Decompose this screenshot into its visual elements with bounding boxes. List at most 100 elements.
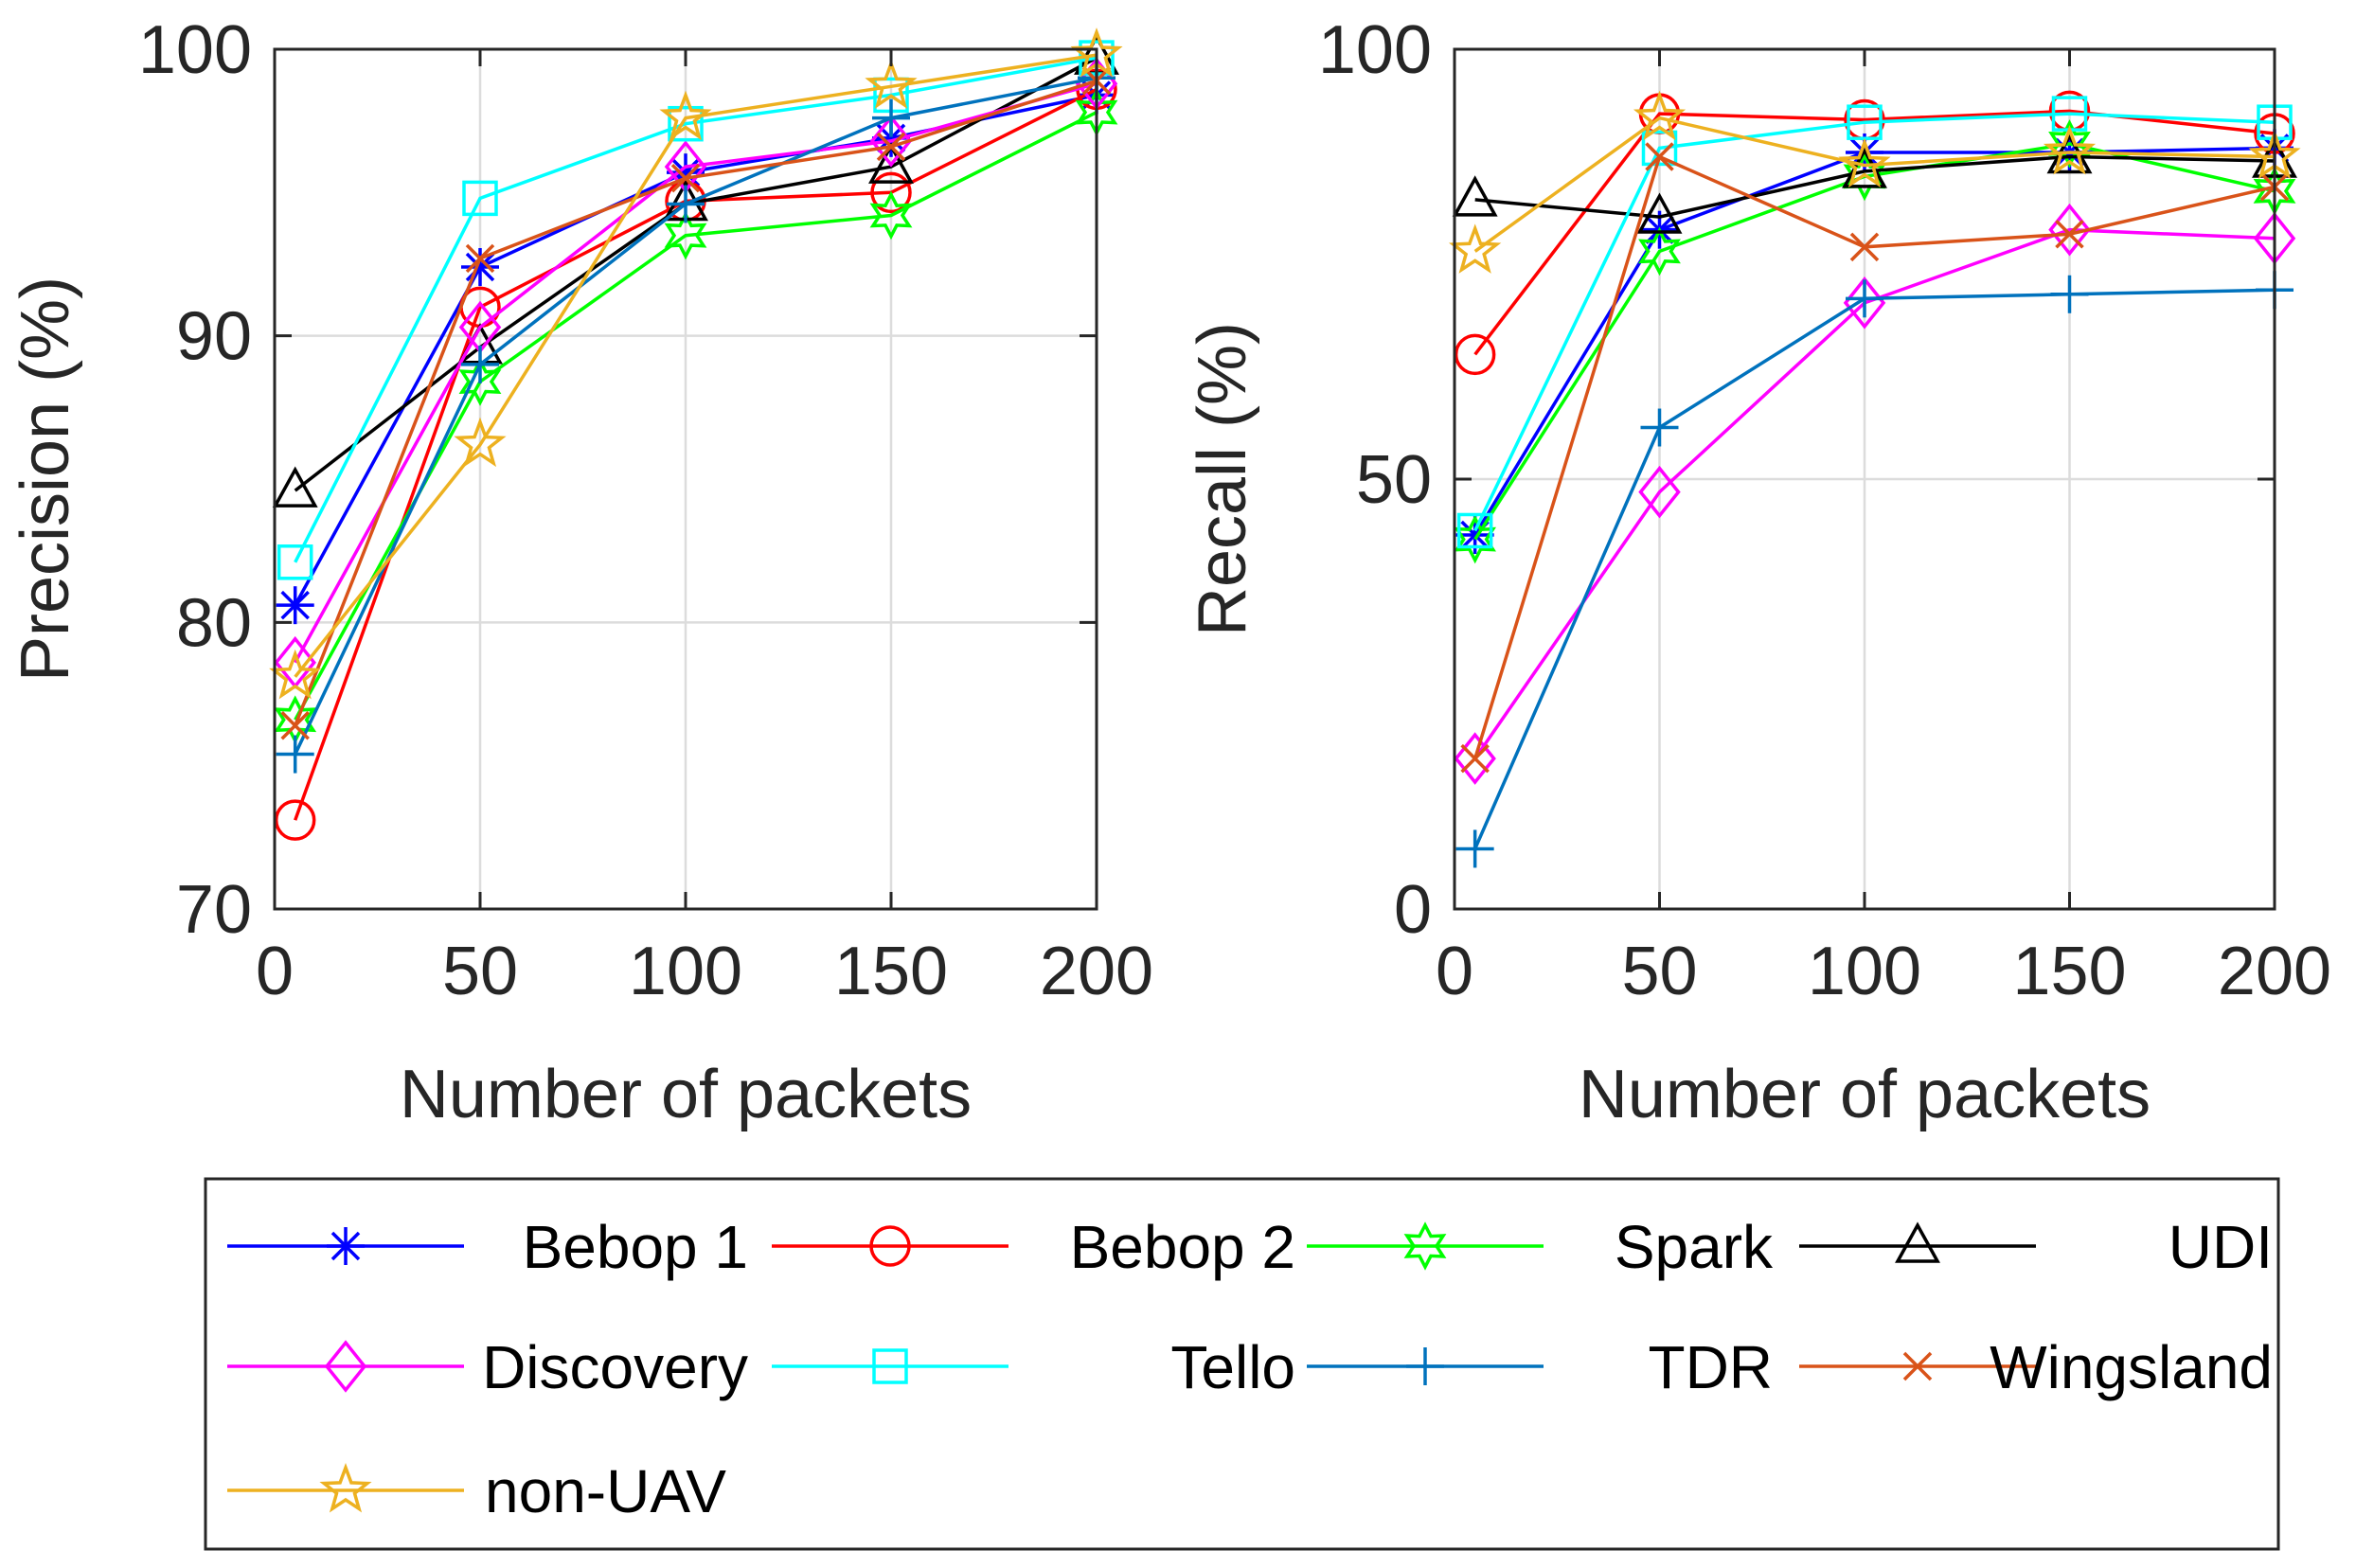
recall-point-udi [1636, 192, 1683, 234]
legend-label: Discovery [482, 1333, 748, 1401]
precision-point-non-uav [659, 90, 712, 141]
precision-point-tello [668, 105, 704, 142]
x-tick-label: 0 [256, 934, 294, 1009]
recall-point-tello [1456, 512, 1493, 549]
legend-marker-wingsland [1902, 1351, 1933, 1381]
precision-point-tdr [667, 185, 705, 223]
legend-label: Spark [1615, 1213, 1774, 1281]
precision-x-axis-label: Number of packets [400, 1057, 972, 1132]
precision-point-udi [272, 466, 318, 508]
recall-chart: 0 50 100 150 200 0 50 100 Number of packets Recal… [1185, 12, 2331, 1132]
recall-point-non-uav [2043, 124, 2097, 175]
recall-line-tello [1473, 112, 2276, 532]
recall-point-tdr [1455, 829, 1494, 868]
precision-point-non-uav [865, 59, 918, 109]
x-tick-label: 50 [1621, 934, 1697, 1009]
precision-point-tdr [872, 98, 910, 137]
precision-point-wingsland [876, 132, 906, 162]
precision-point-spark [664, 210, 707, 260]
legend-label: Bebop 2 [1070, 1213, 1295, 1281]
precision-point-tdr [276, 735, 314, 774]
recall-grid [1455, 49, 2275, 909]
recall-point-wingsland [1849, 232, 1880, 262]
recall-axes: 0 50 100 150 200 0 50 100 Number of packets Recal… [1185, 12, 2331, 1132]
precision-chart: 0 50 100 150 200 70 80 90 100 Number of packets Pr… [8, 12, 1153, 1132]
x-tick-label: 150 [834, 934, 948, 1009]
x-tick-label: 50 [442, 934, 518, 1009]
precision-point-tdr [461, 345, 499, 383]
recall-point-tello [1641, 130, 1678, 167]
recall-point-spark [1638, 226, 1681, 276]
legend-entry-spark: Spark [1307, 1213, 1774, 1281]
precision-point-non-uav [454, 417, 507, 468]
precision-axes: 0 50 100 150 200 70 80 90 100 Number of packets Pr… [8, 12, 1153, 1132]
y-tick-label: 100 [138, 12, 252, 88]
precision-point-wingsland [670, 163, 701, 193]
recall-point-spark [1454, 514, 1496, 564]
legend-entry-bebop-2: Bebop 2 [772, 1213, 1295, 1281]
recall-point-wingsland [1460, 743, 1490, 774]
legend-marker-bebop-1 [327, 1227, 365, 1265]
y-tick-label: 70 [176, 872, 252, 948]
legend-marker-non-uav [319, 1462, 372, 1513]
legend-label: Wingsland [1990, 1333, 2273, 1401]
x-tick-label: 150 [2012, 934, 2126, 1009]
legend-label: UDI [2169, 1213, 2273, 1281]
precision-line-tello [294, 56, 1098, 563]
precision-point-tello [462, 180, 498, 217]
y-tick-label: 100 [1318, 12, 1432, 88]
legend-marker-bebop-2 [869, 1225, 911, 1267]
legend-marker-udi [1895, 1221, 1940, 1263]
legend-entry-tdr: TDR [1307, 1333, 1773, 1401]
recall-point-tdr [1640, 408, 1679, 447]
legend-label: Bebop 1 [523, 1213, 748, 1281]
recall-point-discovery [1843, 276, 1886, 330]
legend: Bebop 1 Bebop 2 Spark UDI Discovery Tello TDR W… [204, 1177, 2280, 1551]
recall-point-tdr [2050, 275, 2089, 313]
legend-marker-discovery [324, 1340, 367, 1393]
recall-point-discovery [1454, 732, 1496, 785]
legend-entry-discovery: Discovery [227, 1333, 748, 1401]
legend-entry-tello: Tello [772, 1333, 1295, 1401]
recall-point-non-uav [1838, 137, 1891, 188]
legend-marker-tello [872, 1348, 908, 1384]
recall-line-udi [1474, 154, 2276, 219]
legend-label: non-UAV [485, 1457, 726, 1525]
legend-box [204, 1177, 2280, 1551]
recall-point-spark [1843, 151, 1886, 202]
recall-point-wingsland [1645, 142, 1674, 171]
precision-point-spark [458, 357, 502, 406]
x-tick-label: 100 [1808, 934, 1921, 1009]
legend-marker-spark [1403, 1221, 1447, 1271]
recall-point-non-uav [1633, 90, 1687, 141]
precision-point-wingsland [280, 711, 310, 740]
x-tick-label: 0 [1436, 934, 1473, 1009]
legend-label: Tello [1170, 1333, 1295, 1401]
precision-point-wingsland [465, 243, 495, 274]
legend-entry-bebop-1: Bebop 1 [227, 1213, 748, 1281]
precision-point-bebop-1 [461, 248, 499, 287]
legend-label: TDR [1648, 1333, 1773, 1401]
precision-line-non-uav [294, 53, 1098, 678]
y-tick-label: 50 [1356, 442, 1432, 518]
recall-point-wingsland [2055, 219, 2084, 249]
recall-point-bebop-2 [1454, 333, 1496, 376]
precision-line-discovery [294, 81, 1098, 664]
x-tick-label: 200 [1040, 934, 1153, 1009]
precision-y-axis-label: Precision (%) [8, 276, 83, 682]
recall-x-axis-label: Number of packets [1579, 1057, 2151, 1132]
recall-point-discovery [1638, 465, 1681, 519]
precision-point-bebop-1 [276, 586, 314, 625]
precision-point-tello [277, 544, 313, 580]
legend-marker-tdr [1406, 1347, 1444, 1385]
y-tick-label: 90 [176, 299, 252, 375]
recall-point-udi [1452, 175, 1498, 217]
precision-point-bebop-2 [274, 799, 316, 841]
precision-point-spark [869, 190, 913, 241]
recall-point-non-uav [1449, 223, 1502, 274]
recall-point-tdr [1846, 279, 1883, 318]
legend-entry-wingsland: Wingsland [1799, 1333, 2273, 1401]
recall-point-spark [2048, 119, 2091, 169]
precision-point-bebop-2 [870, 171, 912, 214]
